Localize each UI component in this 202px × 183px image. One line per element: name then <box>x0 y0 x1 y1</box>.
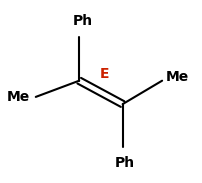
Text: Me: Me <box>165 70 188 84</box>
Text: Me: Me <box>7 90 30 104</box>
Text: Ph: Ph <box>73 14 93 28</box>
Text: Ph: Ph <box>114 156 134 170</box>
Text: E: E <box>100 67 109 81</box>
